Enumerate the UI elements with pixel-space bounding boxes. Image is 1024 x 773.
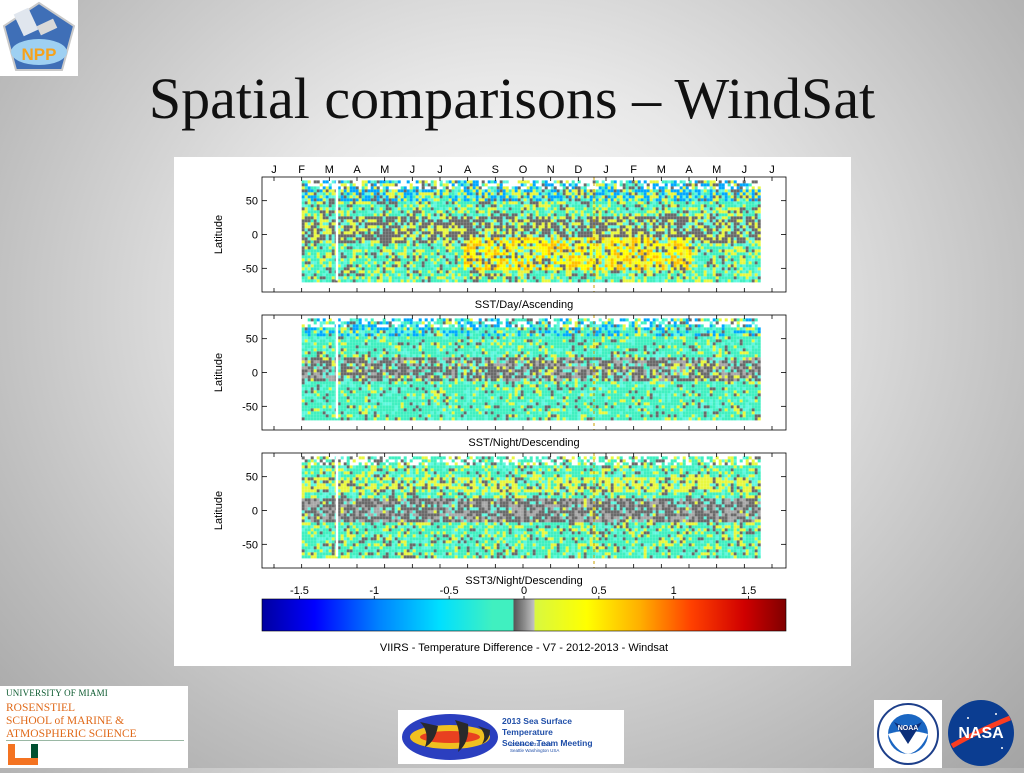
heatmap-cells-2 — [302, 318, 761, 420]
y-tick-label: 50 — [246, 196, 258, 208]
colorbar-tick-label: -1.5 — [290, 585, 309, 597]
x-month-label: A — [353, 164, 361, 176]
x-month-label: J — [769, 164, 775, 176]
sst-globe-icon — [400, 712, 500, 762]
heatmap-panel-1: 50 0 -50 Latitude SST/Day/Ascending — [213, 177, 786, 311]
x-month-label: J — [437, 164, 443, 176]
um-logo-line2a: ROSENSTIEL — [6, 702, 137, 715]
panel-title: SST/Night/Descending — [468, 437, 579, 449]
y-tick-label: 0 — [252, 368, 258, 380]
x-month-label: S — [492, 164, 499, 176]
colorbar-label: VIIRS - Temperature Difference - V7 - 20… — [380, 642, 668, 654]
nasa-logo: NASA — [946, 698, 1016, 768]
x-month-label: F — [298, 164, 305, 176]
x-month-label: M — [657, 164, 666, 176]
x-month-label: A — [464, 164, 472, 176]
x-month-label: M — [380, 164, 389, 176]
panel-title: SST/Day/Ascending — [475, 299, 573, 311]
sst-meeting-line1: 2013 Sea Surface Temperature — [502, 716, 624, 738]
um-logo-school-name: ROSENSTIEL SCHOOL of MARINE & ATMOSPHERI… — [6, 702, 137, 741]
x-month-label: J — [410, 164, 416, 176]
sst-meeting-details: October 29-31, 2013 Seattle Washington U… — [510, 742, 559, 754]
colorbar: -1.5 -1 -0.5 0 0.5 1 1.5 VIIRS - Temperature Di… — [262, 585, 786, 654]
x-month-label: M — [712, 164, 721, 176]
figure-panel: 50 0 -50 Latitude SST/Day/Ascending 50 0 -50 Lat… — [174, 157, 851, 666]
x-month-label: J — [271, 164, 277, 176]
y-tick-label: 0 — [252, 230, 258, 242]
y-tick-label: -50 — [242, 401, 258, 413]
colorbar-tick-label: 1.5 — [741, 585, 756, 597]
heatmap-cells-1 — [302, 180, 761, 282]
y-tick-label: 0 — [252, 506, 258, 518]
y-tick-label: 50 — [246, 472, 258, 484]
university-of-miami-rsmas-logo: UNIVERSITY OF MIAMI ROSENSTIEL SCHOOL of… — [0, 686, 188, 768]
y-tick-label: -50 — [242, 539, 258, 551]
data-gap-line — [336, 456, 339, 556]
um-logo-line2b: SCHOOL of MARINE & — [6, 715, 137, 728]
x-month-label: A — [685, 164, 693, 176]
heatmap-cells-3 — [302, 456, 761, 558]
x-month-label: J — [603, 164, 609, 176]
heatmap-panel-2: 50 0 -50 Latitude SST/Night/Descending — [213, 315, 786, 449]
colorbar-gradient — [262, 599, 786, 631]
x-month-label: N — [547, 164, 555, 176]
data-gap-line — [336, 180, 339, 280]
noaa-logo-text: NOAA — [898, 725, 919, 732]
colorbar-tick-label: 0.5 — [591, 585, 606, 597]
data-gap-line — [336, 318, 339, 418]
x-month-label: M — [325, 164, 334, 176]
colorbar-tick-label: 1 — [671, 585, 677, 597]
nasa-logo-text: NASA — [958, 725, 1004, 742]
colorbar-tick-label: -0.5 — [440, 585, 459, 597]
x-month-label: D — [574, 164, 582, 176]
um-logo-divider — [6, 740, 184, 741]
colorbar-tick-label: 0 — [521, 585, 527, 597]
npp-mission-logo: NPP — [0, 0, 78, 76]
sst-meeting-logo: 2013 Sea Surface Temperature Science Tea… — [398, 710, 624, 764]
noaa-logo: NOAA — [874, 700, 942, 768]
x-month-label: F — [630, 164, 637, 176]
x-month-label: J — [742, 164, 748, 176]
um-u-mark-icon — [8, 744, 38, 766]
y-axis-label: Latitude — [213, 353, 225, 392]
npp-logo-text: NPP — [22, 45, 57, 64]
um-logo-line1: UNIVERSITY OF MIAMI — [6, 688, 108, 698]
y-tick-label: -50 — [242, 263, 258, 275]
colorbar-tick-label: -1 — [369, 585, 379, 597]
y-tick-label: 50 — [246, 334, 258, 346]
y-axis-label: Latitude — [213, 215, 225, 254]
slide-title: Spatial comparisons – WindSat — [0, 62, 1024, 136]
y-axis-label: Latitude — [213, 491, 225, 530]
sst-meeting-line4: Seattle Washington USA — [510, 748, 559, 754]
heatmap-figure: 50 0 -50 Latitude SST/Day/Ascending 50 0 -50 Lat… — [174, 157, 851, 666]
x-month-label: O — [519, 164, 528, 176]
